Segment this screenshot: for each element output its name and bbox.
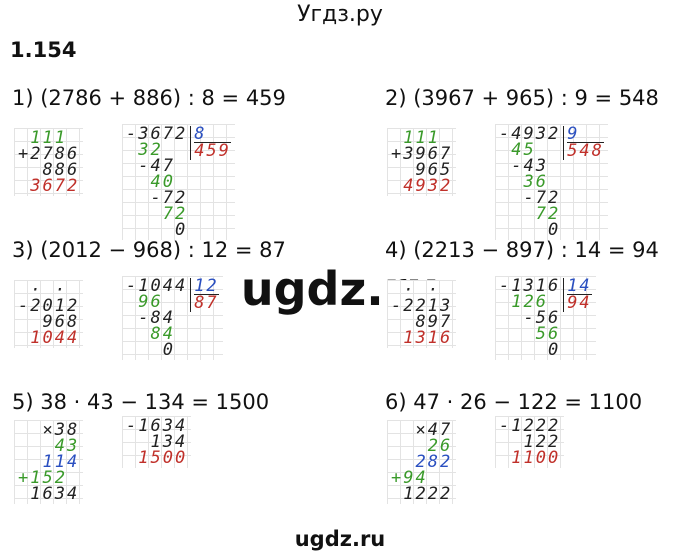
calc-line: 134 [126,432,188,452]
calc-line: 126 [499,292,548,312]
column-calculation: -1222 122 1100 [495,416,564,468]
equation: 5) 38 · 43 − 134 = 1500 [12,390,270,414]
calc-line: -2213 [391,296,453,316]
calc-column: -3672 32 -47 40 -72 72 0 [126,124,188,240]
calc-line: -43 [499,156,548,176]
equation: 3) (2012 − 968) : 12 = 87 [12,238,286,262]
column-calculation: -1634 134 1500 [122,416,191,468]
column-calculation: ×38 43 114 +152 1634 [14,420,83,504]
calc-line: -1044 [126,276,188,296]
equation: 1) (2786 + 886) : 8 = 459 [12,86,286,110]
column-calculation: · · -2012 968 1044 [14,280,83,348]
column-calculation: -4932 45 -43 36 -72 72 0 9 548 [495,124,608,240]
calc-line: · · [391,280,440,300]
calc-line: ×38 [18,420,80,440]
calc-line: 282 [391,452,453,472]
divisor-box: 12 87 [190,276,219,313]
calc-line: +2786 [18,144,80,164]
calc-line: -4932 [499,124,561,144]
divisor: 9 [567,126,604,143]
column-calculation: · · -2213 897 1316 [387,280,456,348]
calc-line: -72 [499,188,561,208]
calc-line: 111 [18,128,67,148]
calc-line: 897 [391,312,453,332]
calc-line: 0 [126,340,175,360]
quotient: 459 [194,141,231,161]
calc-line: 4932 [391,176,453,196]
calc-line: -84 [126,308,175,328]
problem-number: 1.154 [10,38,77,62]
divisor: 8 [194,126,231,143]
calc-line: 32 [126,140,163,160]
calc-line: 72 [499,204,561,224]
calc-line: 968 [18,312,80,332]
divisor-box: 14 94 [563,276,592,313]
calc-line: 1316 [391,328,453,348]
header: Угдз.ру [297,2,383,27]
calc-line: 1222 [391,484,453,504]
calc-line: +94 [391,468,428,488]
footer: ugdz.ru [294,527,386,551]
calc-line: 0 [126,220,188,240]
calc-line: 72 [126,204,188,224]
calc-line: -56 [499,308,561,328]
calc-line: 26 [391,436,453,456]
column-calculation: 111 +2786 886 3672 [14,128,83,196]
calc-line: 1500 [126,448,188,468]
calc-line: 45 [499,140,536,160]
calc-line: 56 [499,324,561,344]
quotient: 87 [194,293,219,313]
calc-line: 3672 [18,176,80,196]
calc-line: · · [18,280,67,300]
column-calculation: -1044 96 -84 84 0 12 87 [122,276,223,360]
quotient: 94 [567,293,592,313]
calc-line: 122 [499,432,561,452]
calc-column: -1634 134 1500 [126,416,188,468]
divisor: 14 [567,276,592,296]
equation: 6) 47 · 26 − 122 = 1100 [385,390,643,414]
calc-line: 0 [499,220,561,240]
equation: 4) (2213 − 897) : 14 = 94 [385,238,659,262]
calc-column: -1044 96 -84 84 0 [126,276,188,360]
equation: 2) (3967 + 965) : 9 = 548 [385,86,659,110]
calc-line: 36 [499,172,548,192]
calc-line: 1044 [18,328,80,348]
calc-column: -1316 126 -56 56 0 [499,276,561,360]
calc-line: 96 [126,292,163,312]
calc-line: -1316 [499,276,561,296]
column-calculation: 111 +3967 965 4932 [387,128,456,196]
calc-line: 886 [18,160,80,180]
calc-line: -3672 [126,124,188,144]
column-calculation: -3672 32 -47 40 -72 72 0 8 459 [122,124,235,240]
quotient: 548 [567,141,604,161]
column-calculation: -1316 126 -56 56 0 14 94 [495,276,596,360]
calc-line: 1634 [18,484,80,504]
calc-column: -4932 45 -43 36 -72 72 0 [499,124,561,240]
calc-line: -2012 [18,296,80,316]
calc-line: 43 [18,436,80,456]
divisor-box: 8 459 [190,126,231,160]
calc-column: -1222 122 1100 [499,416,561,468]
calc-line: -1634 [126,416,188,436]
calc-line: +3967 [391,144,453,164]
calc-line: -47 [126,156,175,176]
calc-line: 965 [391,160,453,180]
calc-line: 114 [18,452,80,472]
calc-line: 1100 [499,448,561,468]
calc-line: ×47 [391,420,453,440]
calc-line: 84 [126,324,175,344]
calc-line: -1222 [499,416,561,436]
calc-line: 111 [391,128,440,148]
column-calculation: ×47 26 282 +94 1222 [387,420,456,504]
divisor-box: 9 548 [563,126,604,160]
calc-line: -72 [126,188,188,208]
divisor: 12 [194,276,219,296]
calc-line: 40 [126,172,175,192]
calc-line: 0 [499,340,561,360]
calc-line: +152 [18,468,67,488]
